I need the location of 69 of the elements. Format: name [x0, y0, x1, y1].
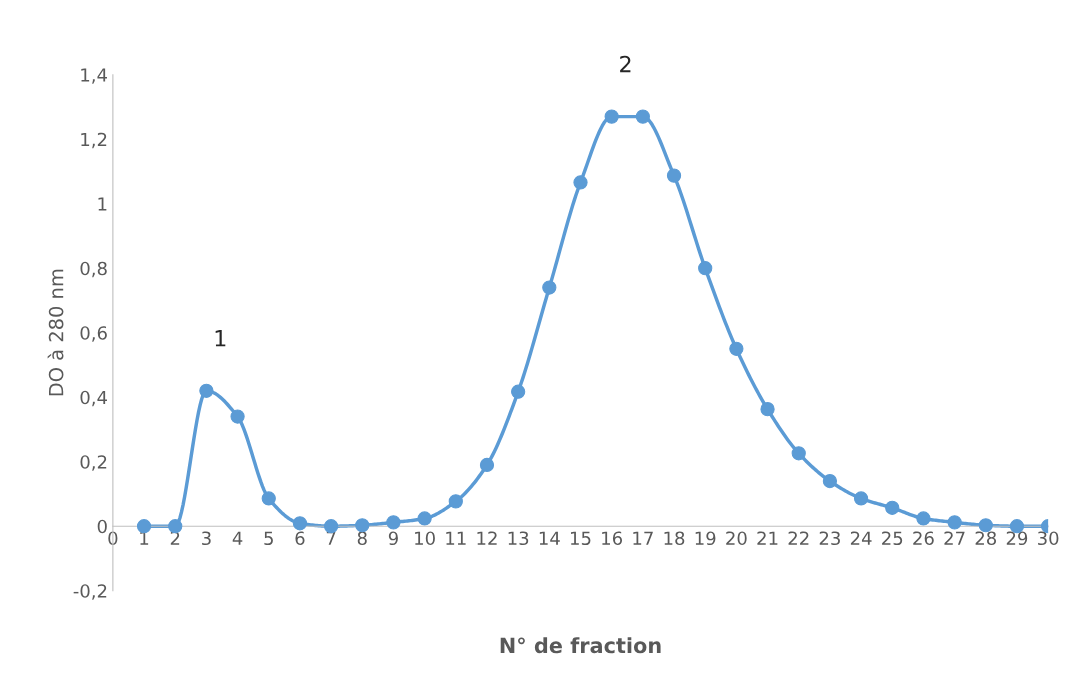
- point: [136, 519, 152, 534]
- x-tick-label: 13: [508, 531, 529, 546]
- y-tick-label: 0,2: [80, 455, 107, 471]
- point: [635, 109, 650, 124]
- point: [729, 341, 744, 356]
- x-tick-label: 18: [664, 531, 685, 546]
- y-tick-label: 0,4: [80, 390, 107, 407]
- x-tick-label: 0: [108, 531, 118, 546]
- point: [885, 500, 900, 515]
- point: [292, 516, 308, 531]
- x-tick-label: 21: [757, 531, 778, 545]
- y-axis-title: DO à 280 nm: [47, 269, 64, 396]
- point: [822, 473, 838, 489]
- y-tick-label: 0,8: [80, 261, 107, 278]
- x-tick-label: 22: [788, 531, 809, 545]
- y-tick-label: 1: [98, 197, 107, 211]
- x-tick-label: 15: [571, 531, 591, 546]
- y-tick-label: 1,4: [81, 68, 107, 84]
- point: [511, 384, 526, 399]
- annotation: 1: [215, 330, 226, 347]
- point: [168, 519, 183, 534]
- x-tick-label: 28: [975, 531, 997, 546]
- point: [573, 175, 588, 190]
- x-axis-title: N° de fraction: [500, 637, 661, 654]
- point: [666, 168, 682, 183]
- x-tick-label: 6: [295, 531, 305, 546]
- x-tick-label: 19: [695, 531, 716, 546]
- point: [791, 446, 806, 461]
- y-tick-label: -0,2: [73, 584, 107, 600]
- point: [698, 261, 713, 276]
- point: [230, 409, 245, 424]
- y-tick-label: 0,6: [80, 326, 107, 342]
- point: [355, 518, 370, 533]
- x-tick-label: 9: [388, 531, 398, 546]
- y-tick-label: 1,2: [81, 132, 107, 149]
- x-tick-label: 11: [446, 531, 466, 545]
- point: [323, 519, 339, 534]
- point: [417, 511, 432, 526]
- point: [386, 515, 401, 530]
- x-tick-label: 12: [477, 531, 497, 545]
- point: [542, 280, 557, 295]
- point: [853, 491, 869, 506]
- point: [199, 383, 214, 398]
- x-tick-label: 26: [913, 531, 934, 546]
- x-tick-label: 23: [819, 531, 840, 546]
- x-tick-label: 8: [357, 531, 367, 546]
- x-tick-label: 1: [140, 531, 149, 545]
- point: [916, 511, 931, 526]
- x-tick-label: 25: [882, 531, 903, 546]
- x-tick-label: 5: [264, 531, 273, 546]
- x-tick-label: 16: [602, 531, 623, 546]
- point: [760, 402, 775, 417]
- point: [479, 457, 495, 473]
- x-tick-label: 10: [415, 531, 435, 546]
- x-tick-label: 14: [539, 531, 560, 545]
- x-tick-label: 4: [232, 531, 243, 545]
- point: [261, 491, 276, 506]
- x-tick-label: 29: [1006, 531, 1028, 546]
- x-tick-label: 3: [202, 531, 211, 546]
- point: [448, 494, 463, 509]
- point: [947, 515, 962, 530]
- x-tick-label: 30: [1038, 531, 1059, 546]
- x-tick-label: 24: [850, 531, 872, 545]
- y-tick-label: 0: [97, 519, 107, 534]
- x-tick-label: 20: [726, 531, 747, 546]
- x-tick-label: 27: [944, 531, 965, 545]
- point: [604, 109, 619, 124]
- x-tick-label: 17: [633, 531, 653, 545]
- annotation: 2: [620, 55, 631, 73]
